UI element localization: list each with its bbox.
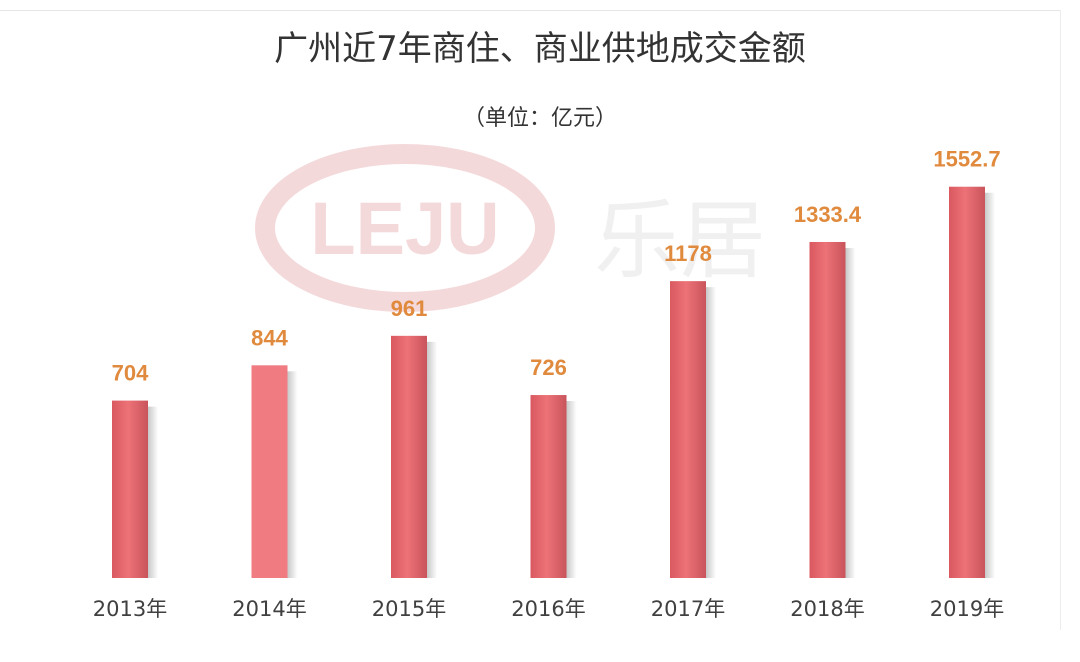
x-tick-label: 2019年	[930, 597, 1004, 621]
watermark-ring	[255, 144, 555, 312]
x-tick-label: 2018年	[790, 597, 864, 621]
bar-shadow	[287, 371, 298, 578]
bar-2016年	[530, 395, 567, 578]
bar-shadow	[845, 247, 856, 578]
x-tick-labels-layer: 2013年 2014年 2015年 2016年 2017年 2018年 2019年	[93, 597, 1004, 621]
x-tick-label: 2016年	[511, 597, 585, 621]
top-border	[0, 10, 1060, 11]
bar-shadow	[427, 341, 437, 578]
data-label: 704	[112, 361, 149, 386]
bar-shadow	[148, 406, 158, 578]
x-tick-label: 2015年	[372, 597, 446, 621]
bar-2018年	[809, 241, 846, 578]
x-tick-label: 2013年	[93, 597, 167, 621]
bar-shadow	[566, 401, 577, 578]
bar-2017年	[670, 281, 706, 578]
bar-2014年	[251, 365, 288, 578]
bar-shadow	[985, 192, 995, 578]
chart-title: 广州近7年商住、商业供地成交金额	[274, 29, 806, 69]
right-border	[1060, 10, 1061, 630]
data-label: 726	[530, 355, 567, 380]
bar-shadow	[706, 287, 716, 578]
chart-subtitle: （单位：亿元）	[463, 106, 617, 131]
bar-2013年	[112, 400, 148, 578]
data-label: 844	[251, 325, 288, 350]
data-labels-layer: 704 844 961 726 1178 1333.4 1552.7	[112, 147, 1001, 386]
bar-2019年	[949, 186, 985, 578]
data-label: 1333.4	[794, 202, 862, 227]
x-tick-label: 2017年	[651, 597, 725, 621]
data-label: 1552.7	[933, 147, 1000, 172]
leju-watermark-logo: LEJU 乐居	[255, 144, 766, 312]
data-label: 1178	[664, 241, 712, 266]
bar-2015年	[391, 335, 427, 578]
watermark-logo-text: LEJU	[310, 187, 499, 270]
watermark-brand-text: 乐居	[594, 191, 766, 291]
x-tick-label: 2014年	[232, 597, 306, 621]
data-label: 961	[391, 296, 428, 321]
bars-layer	[112, 186, 995, 578]
